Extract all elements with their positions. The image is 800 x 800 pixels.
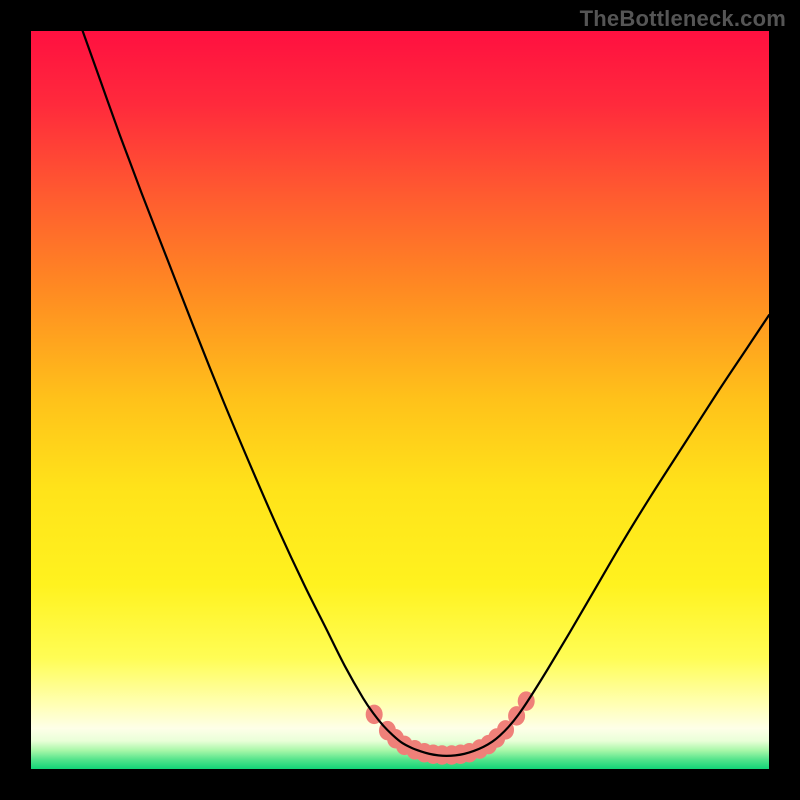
watermark-text: TheBottleneck.com	[580, 6, 786, 32]
plot-background	[31, 31, 769, 769]
bottleneck-chart	[0, 0, 800, 800]
